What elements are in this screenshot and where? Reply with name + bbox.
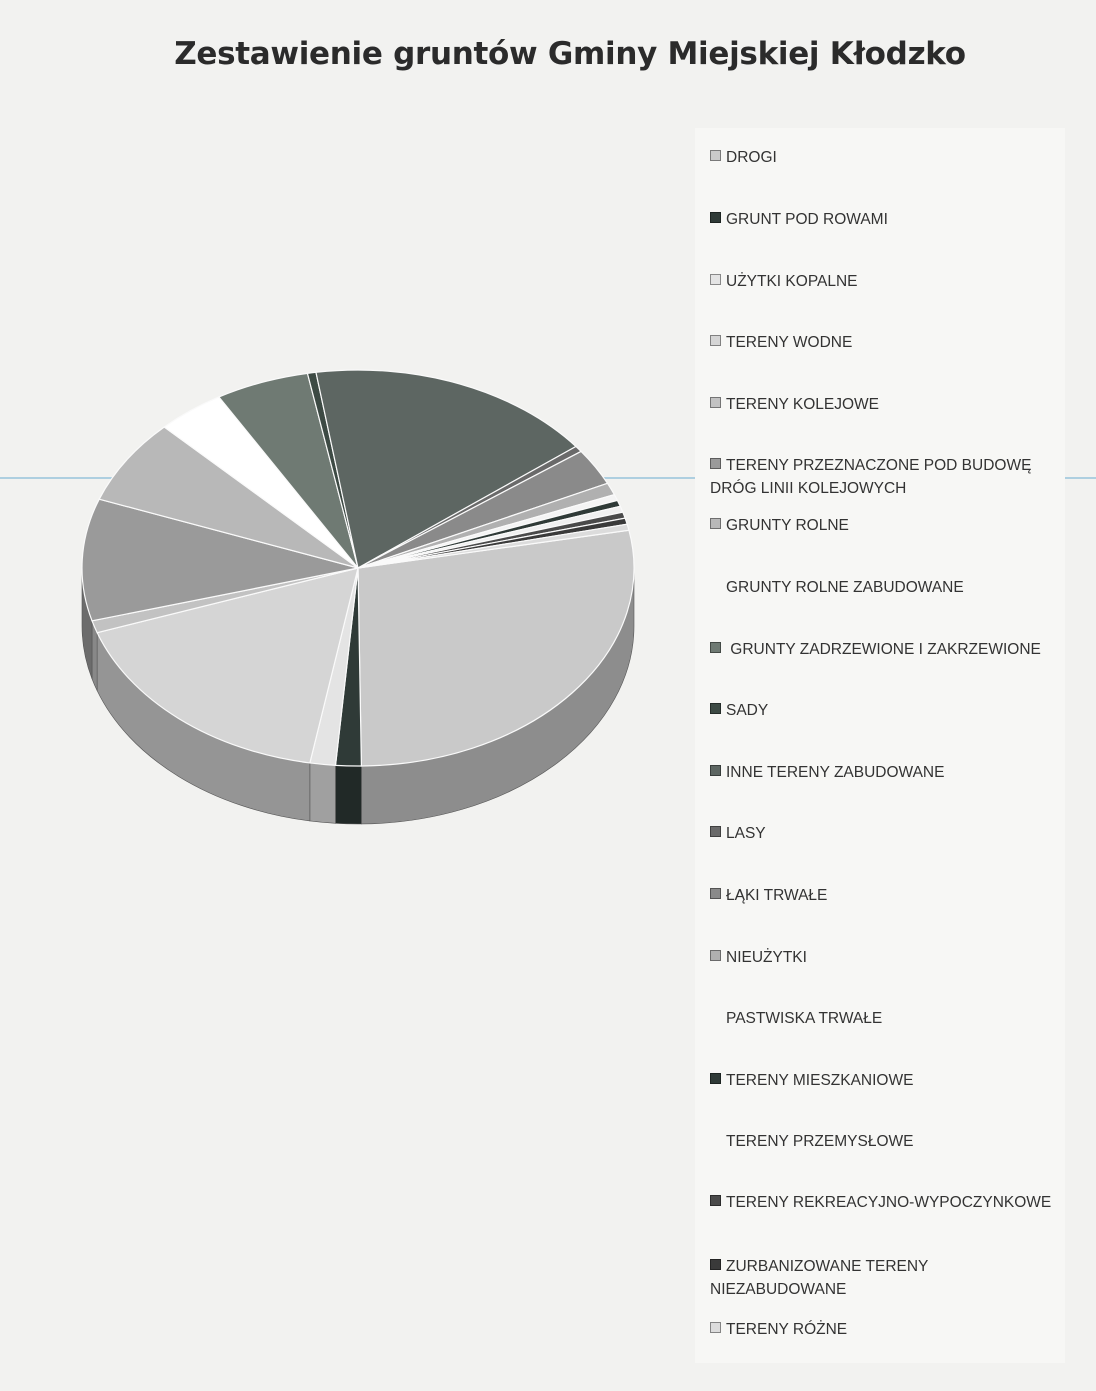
- legend-item: DROGI: [710, 146, 1055, 169]
- legend-swatch: [710, 274, 721, 285]
- legend-swatch: [710, 950, 721, 961]
- legend-swatch: [710, 703, 721, 714]
- pie-slice-19: [357, 523, 630, 569]
- legend-swatch: [710, 765, 721, 776]
- pie-side-1: [335, 765, 362, 825]
- legend-swatch: [710, 1195, 721, 1206]
- legend-item: TERENY MIESZKANIOWE: [710, 1069, 1055, 1092]
- legend-item: GRUNT POD ROWAMI: [710, 208, 1055, 231]
- pie-slice-0: [357, 529, 635, 767]
- chart-title: Zestawienie gruntów Gminy Miejskiej Kłod…: [174, 36, 966, 72]
- pie-slice-10: [315, 369, 577, 569]
- pie-side-2: [309, 762, 336, 824]
- legend-label: PASTWISKA TRWAŁE: [726, 1010, 883, 1027]
- pie-slice-5: [81, 498, 359, 622]
- legend-swatch: [710, 518, 721, 529]
- legend-item: TERENY PRZEZNACZONE POD BUDOWĘ DRÓG LINI…: [710, 454, 1055, 500]
- legend-item: INNE TERENY ZABUDOWANE: [710, 761, 1055, 784]
- legend-label: TERENY REKREACYJNO-WYPOCZYNKOWE: [726, 1194, 1052, 1211]
- legend-item: TERENY REKREACYJNO-WYPOCZYNKOWE: [710, 1191, 1055, 1214]
- legend-swatch: [710, 888, 721, 899]
- pie-chart: [81, 369, 635, 825]
- legend-item: ZURBANIZOWANE TERENY NIEZABUDOWANE: [710, 1255, 1055, 1301]
- legend-swatch: [710, 397, 721, 408]
- legend-label: TERENY PRZEZNACZONE POD BUDOWĘ DRÓG LINI…: [710, 457, 1032, 497]
- legend: DROGI GRUNT POD ROWAMI UŻYTKI KOPALNE TEREN…: [695, 128, 1065, 1363]
- legend-swatch: [710, 642, 721, 653]
- legend-swatch: [710, 212, 721, 223]
- legend-item: GRUNTY ROLNE: [710, 514, 1055, 537]
- legend-label: LASY: [726, 825, 766, 842]
- legend-label: GRUNTY ZADRZEWIONE I ZAKRZEWIONE: [726, 641, 1041, 658]
- legend-item: PASTWISKA TRWAŁE: [710, 1007, 1055, 1030]
- legend-label: ZURBANIZOWANE TERENY NIEZABUDOWANE: [710, 1258, 929, 1298]
- legend-swatch: [710, 150, 721, 161]
- legend-item: TERENY KOLEJOWE: [710, 393, 1055, 416]
- legend-label: TERENY WODNE: [726, 334, 853, 351]
- legend-label: UŻYTKI KOPALNE: [726, 273, 858, 290]
- legend-item: TERENY RÓŻNE: [710, 1318, 1055, 1341]
- legend-item: SADY: [710, 699, 1055, 722]
- legend-label: DROGI: [726, 149, 777, 166]
- legend-item: TERENY PRZEMYSŁOWE: [710, 1130, 1055, 1153]
- legend-label: SADY: [726, 702, 769, 719]
- legend-item: NIEUŻYTKI: [710, 946, 1055, 969]
- pie-slice-6: [98, 426, 359, 569]
- legend-label: GRUNTY ROLNE ZABUDOWANE: [726, 579, 964, 596]
- legend-swatch: [710, 826, 721, 837]
- pie-top-group: [81, 369, 635, 767]
- legend-label: TERENY KOLEJOWE: [726, 396, 880, 413]
- legend-item: UŻYTKI KOPALNE: [710, 270, 1055, 293]
- legend-swatch: [710, 1073, 721, 1084]
- legend-swatch: [710, 1259, 721, 1270]
- legend-label: GRUNTY ROLNE: [726, 517, 849, 534]
- legend-label: TERENY PRZEMYSŁOWE: [726, 1133, 914, 1150]
- legend-item: GRUNTY ZADRZEWIONE I ZAKRZEWIONE: [710, 638, 1055, 661]
- legend-label: INNE TERENY ZABUDOWANE: [726, 764, 945, 781]
- legend-swatch: [710, 335, 721, 346]
- legend-item: LASY: [710, 822, 1055, 845]
- legend-label: GRUNT POD ROWAMI: [726, 211, 888, 228]
- legend-item: GRUNTY ROLNE ZABUDOWANE: [710, 576, 1055, 599]
- legend-item: TERENY WODNE: [710, 331, 1055, 354]
- legend-label: NIEUŻYTKI: [726, 949, 807, 966]
- legend-swatch: [710, 458, 721, 469]
- legend-label: TERENY RÓŻNE: [726, 1321, 848, 1338]
- legend-label: ŁĄKI TRWAŁE: [726, 887, 828, 904]
- legend-item: ŁĄKI TRWAŁE: [710, 884, 1055, 907]
- legend-swatch: [710, 1322, 721, 1333]
- legend-label: TERENY MIESZKANIOWE: [726, 1072, 914, 1089]
- pie-side-group: [81, 567, 635, 825]
